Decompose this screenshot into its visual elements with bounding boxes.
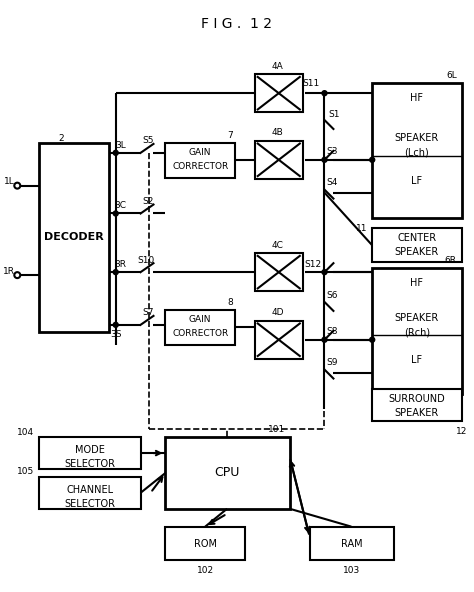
Text: 3C: 3C: [115, 201, 127, 210]
Text: 6R: 6R: [445, 256, 457, 265]
Bar: [255, 321, 302, 359]
Circle shape: [113, 150, 118, 155]
Circle shape: [370, 337, 374, 342]
Bar: [255, 141, 302, 179]
Bar: [310, 527, 394, 561]
Text: 3L: 3L: [115, 141, 126, 150]
Text: 4C: 4C: [272, 241, 284, 250]
Text: SELECTOR: SELECTOR: [64, 499, 115, 509]
Text: S8: S8: [327, 327, 338, 336]
Text: CORRECTOR: CORRECTOR: [172, 329, 228, 338]
Bar: [39, 477, 141, 509]
Text: (Lch): (Lch): [405, 148, 429, 158]
Bar: [165, 527, 245, 561]
Text: S3: S3: [327, 147, 338, 156]
Circle shape: [322, 91, 327, 96]
Text: F I G .  1 2: F I G . 1 2: [201, 17, 273, 31]
Circle shape: [370, 157, 374, 162]
Text: 101: 101: [267, 424, 285, 434]
Text: 1R: 1R: [3, 266, 15, 276]
Bar: [165, 143, 235, 178]
Text: S4: S4: [327, 178, 338, 187]
Circle shape: [14, 183, 20, 189]
Text: SPEAKER: SPEAKER: [395, 133, 439, 143]
Bar: [372, 83, 462, 218]
Text: S12: S12: [304, 260, 321, 269]
Text: CPU: CPU: [214, 466, 240, 480]
Bar: [165, 310, 235, 345]
Text: (Rch): (Rch): [404, 328, 430, 338]
Circle shape: [322, 269, 327, 275]
Text: SPEAKER: SPEAKER: [395, 408, 439, 419]
Circle shape: [14, 272, 20, 278]
Text: 2: 2: [58, 134, 64, 143]
Text: S5: S5: [143, 136, 154, 146]
Text: CENTER: CENTER: [397, 233, 437, 243]
Text: S6: S6: [327, 291, 338, 300]
Circle shape: [113, 323, 118, 327]
Text: ROM: ROM: [194, 539, 217, 549]
Text: S10: S10: [137, 256, 154, 265]
Text: SELECTOR: SELECTOR: [64, 459, 115, 469]
Circle shape: [113, 211, 118, 216]
Text: SPEAKER: SPEAKER: [395, 313, 439, 323]
Text: 4A: 4A: [272, 62, 283, 71]
Text: 1L: 1L: [4, 177, 15, 186]
Text: SPEAKER: SPEAKER: [395, 247, 439, 258]
Text: 8: 8: [227, 298, 233, 307]
Text: 3R: 3R: [115, 260, 127, 269]
Text: 4B: 4B: [272, 128, 283, 137]
Text: S11: S11: [302, 79, 319, 88]
Bar: [255, 75, 302, 112]
Text: S9: S9: [327, 358, 338, 367]
Text: 12: 12: [456, 427, 467, 436]
Bar: [372, 268, 462, 394]
Text: 105: 105: [17, 468, 34, 477]
Text: SURROUND: SURROUND: [389, 394, 445, 404]
Text: 7: 7: [227, 131, 233, 140]
Text: HF: HF: [410, 93, 423, 103]
Text: 11: 11: [356, 224, 367, 233]
Text: LF: LF: [411, 176, 422, 186]
Text: GAIN: GAIN: [189, 149, 211, 157]
Circle shape: [113, 269, 118, 275]
Circle shape: [322, 337, 327, 342]
Circle shape: [322, 157, 327, 162]
Text: CORRECTOR: CORRECTOR: [172, 162, 228, 171]
Bar: [39, 143, 109, 332]
Text: CHANNEL: CHANNEL: [66, 485, 113, 495]
Text: S1: S1: [328, 110, 340, 118]
Text: HF: HF: [410, 278, 423, 288]
Text: GAIN: GAIN: [189, 316, 211, 324]
Bar: [165, 437, 290, 509]
Text: S7: S7: [143, 308, 154, 317]
Text: 6L: 6L: [446, 71, 457, 80]
Text: 104: 104: [17, 427, 34, 437]
Text: 102: 102: [197, 566, 214, 575]
Bar: [39, 437, 141, 469]
Text: MODE: MODE: [75, 445, 105, 455]
Text: 4D: 4D: [272, 308, 284, 317]
Text: 3S: 3S: [110, 330, 121, 339]
Text: 103: 103: [343, 566, 360, 575]
Text: S2: S2: [143, 197, 154, 206]
Text: LF: LF: [411, 355, 422, 365]
Text: RAM: RAM: [340, 539, 362, 549]
Bar: [372, 390, 462, 422]
Bar: [372, 229, 462, 262]
Text: DECODER: DECODER: [44, 232, 104, 242]
Bar: [255, 253, 302, 291]
